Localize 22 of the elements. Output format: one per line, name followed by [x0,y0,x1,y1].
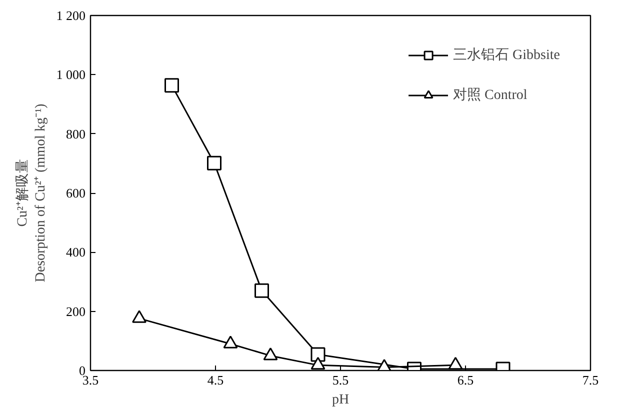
y-tick-label: 600 [66,186,86,200]
x-tick-label: 7.5 [582,372,599,388]
point [207,156,222,170]
x-axis-title: pH [332,392,350,408]
point [254,283,269,298]
y-tick-label: 200 [66,304,86,319]
x-tick-label: 6.5 [457,372,474,388]
point [164,78,179,93]
y-tick-label: 1 200 [56,8,86,23]
point [310,356,326,370]
legend-label: 对照 Control [453,86,528,104]
point [223,336,238,348]
y-tick-label: 800 [66,126,86,142]
y-tick-label: 1 000 [56,67,86,82]
point [263,347,278,360]
x-tick-label: 4.5 [207,372,224,388]
x-tick-label: 5.5 [332,372,349,388]
point [132,310,146,323]
y-axis-title: Cu²⁺解吸量 Desorption of Cu²⁺ (mmol kg⁻¹) [14,103,48,282]
y-tick-label: 400 [66,244,86,260]
legend-label: 三水铝石 Gibbsite [453,46,560,64]
point [448,356,463,370]
